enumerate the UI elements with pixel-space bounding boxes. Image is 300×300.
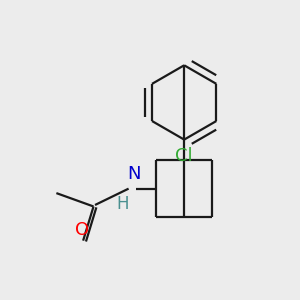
Text: N: N bbox=[127, 165, 140, 183]
Text: Cl: Cl bbox=[176, 147, 193, 165]
Text: H: H bbox=[116, 195, 129, 213]
Text: O: O bbox=[75, 221, 89, 239]
